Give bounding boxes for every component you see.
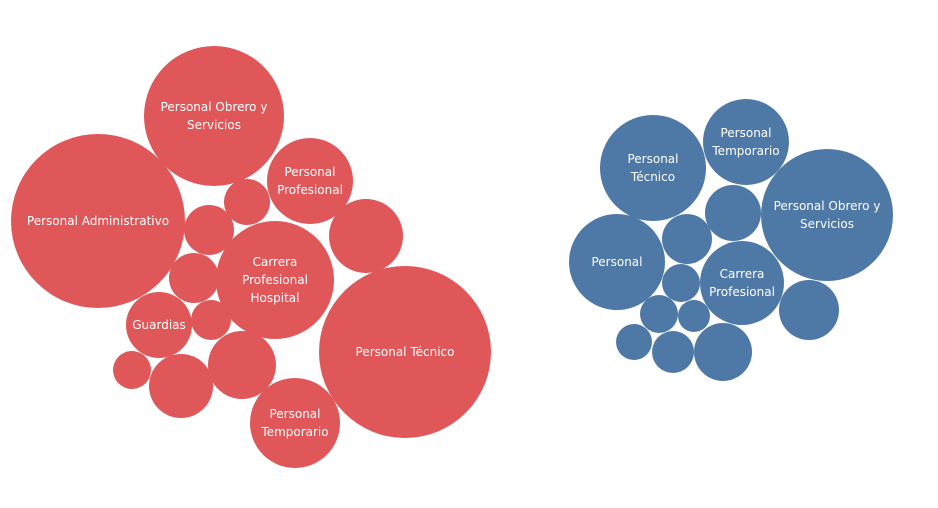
bubble-label: Personal Profesional	[277, 165, 343, 197]
bubble-label: Personal Técnico	[627, 152, 678, 184]
bubble-label: Personal	[591, 255, 642, 269]
bubble-label: Personal Administrativo	[27, 214, 169, 228]
bubble[interactable]	[600, 115, 706, 221]
bubble-label: Personal Técnico	[356, 345, 455, 359]
bubble[interactable]	[319, 266, 491, 438]
bubble[interactable]	[329, 199, 403, 273]
bubble-label: Carrera Profesional	[709, 267, 775, 299]
bubble[interactable]	[662, 214, 712, 264]
bubble[interactable]	[761, 149, 893, 281]
bubble[interactable]	[569, 214, 665, 310]
bubble[interactable]	[169, 253, 219, 303]
bubble[interactable]	[779, 280, 839, 340]
bubble[interactable]	[224, 179, 270, 225]
bubble[interactable]	[191, 300, 231, 340]
bubble[interactable]	[267, 138, 353, 224]
bubble[interactable]	[705, 185, 761, 241]
bubble[interactable]	[640, 295, 678, 333]
bubble[interactable]	[703, 99, 789, 185]
bubble[interactable]	[652, 331, 694, 373]
bubble[interactable]	[700, 241, 784, 325]
bubble-label: Personal Obrero y Servicios	[161, 100, 268, 132]
bubble[interactable]	[144, 46, 284, 186]
bubble[interactable]	[678, 300, 710, 332]
bubble[interactable]	[250, 378, 340, 468]
bubble-label: Carrera Profesional Hospital	[242, 255, 308, 305]
bubble-label: Guardias	[132, 318, 186, 332]
bubble-label: Personal Temporario	[260, 407, 328, 439]
bubble-chart-1: Personal Administrativo Personal Obrero y…	[11, 46, 491, 468]
bubble[interactable]	[208, 331, 276, 399]
bubble[interactable]	[662, 264, 700, 302]
bubble[interactable]	[216, 221, 334, 339]
bubble-chart-2: Personal Técnico Personal Temporario Persona…	[569, 99, 893, 381]
bubble[interactable]	[616, 324, 652, 360]
bubble[interactable]	[126, 292, 192, 358]
bubble-label: Personal Obrero y Servicios	[774, 199, 881, 231]
bubble[interactable]	[11, 134, 185, 308]
bubble[interactable]	[113, 351, 151, 389]
bubble[interactable]	[149, 354, 213, 418]
bubble[interactable]	[694, 323, 752, 381]
bubble-label: Personal Temporario	[711, 126, 779, 158]
bubble[interactable]	[184, 205, 234, 255]
